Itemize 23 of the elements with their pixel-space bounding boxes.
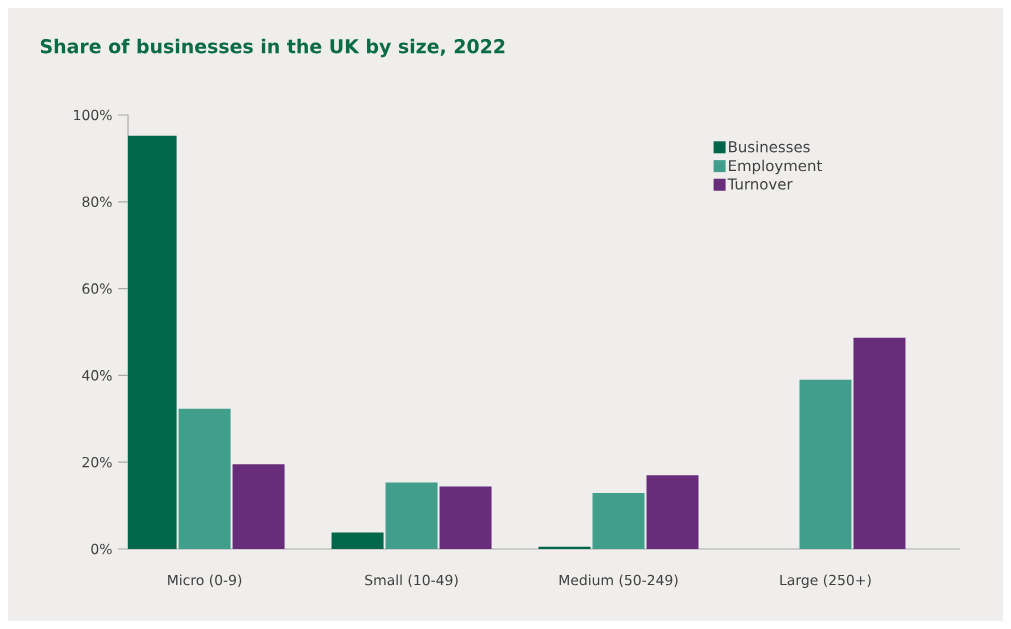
y-tick-label: 100% — [74, 109, 112, 121]
chart-title: Share of businesses in the UK by size, 2022 — [40, 38, 505, 58]
bar — [592, 493, 645, 549]
x-tick-label: Large (250+) — [780, 574, 871, 588]
bar — [439, 486, 492, 549]
bar — [538, 546, 591, 549]
bar — [799, 379, 852, 549]
x-tick-label: Medium (50-249) — [559, 574, 678, 587]
bar — [853, 337, 906, 549]
legend-label: Employment — [729, 159, 822, 175]
x-tick-label: Micro (0-9) — [168, 574, 242, 587]
y-tick-label: 80% — [82, 196, 112, 208]
legend-label: Businesses — [729, 140, 810, 153]
y-tick-label: 40% — [82, 370, 112, 381]
bar — [385, 482, 438, 549]
bar — [232, 464, 285, 549]
bar — [331, 532, 384, 549]
bar — [646, 475, 699, 549]
y-tick-label: 0% — [91, 543, 112, 555]
x-tick-label: Small (10-49) — [365, 574, 458, 587]
legend-label: Turnover — [727, 178, 793, 190]
y-tick-label: 60% — [82, 283, 112, 294]
y-tick-label: 20% — [82, 456, 112, 468]
